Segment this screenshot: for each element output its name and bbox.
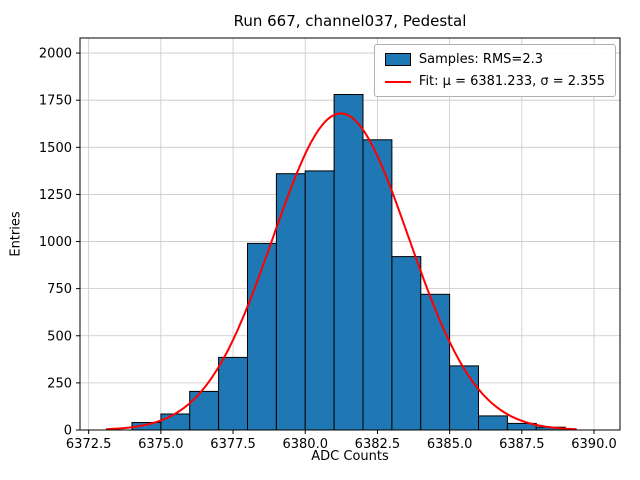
legend: Samples: RMS=2.3 Fit: μ = 6381.233, σ = … — [373, 44, 616, 97]
histogram-bar — [160, 413, 191, 431]
y-tick-label: 1250 — [39, 188, 72, 203]
histogram-bar — [247, 242, 277, 431]
legend-label-samples: Samples: RMS=2.3 — [418, 52, 544, 67]
histogram-bar — [362, 139, 393, 431]
histogram-bar — [478, 415, 508, 431]
x-tick-label: 6390.0 — [571, 437, 617, 452]
legend-entry-fit: Fit: μ = 6381.233, σ = 2.355 — [384, 74, 605, 89]
samples-swatch-icon — [384, 53, 411, 66]
x-tick-label: 6387.5 — [499, 437, 545, 452]
legend-entry-samples: Samples: RMS=2.3 — [384, 52, 605, 67]
x-tick-label: 6380.0 — [282, 437, 328, 452]
y-axis-label: Entries — [8, 211, 24, 257]
y-tick-label: 500 — [47, 329, 72, 344]
y-tick-label: 1750 — [39, 94, 72, 109]
y-tick-label: 2000 — [39, 47, 72, 62]
histogram-bar — [391, 256, 422, 431]
chart-title: Run 667, channel037, Pedestal — [233, 12, 467, 30]
histogram-bar — [275, 173, 306, 431]
histogram-bar — [333, 94, 364, 431]
legend-label-fit: Fit: μ = 6381.233, σ = 2.355 — [418, 74, 605, 89]
histogram-bar — [218, 356, 249, 431]
x-tick-label: 6385.0 — [427, 437, 473, 452]
x-tick-label: 6372.5 — [66, 437, 112, 452]
y-tick-label: 250 — [47, 376, 72, 391]
x-tick-label: 6375.0 — [138, 437, 184, 452]
x-tick-label: 6382.5 — [355, 437, 401, 452]
x-tick-label: 6377.5 — [210, 437, 256, 452]
y-tick-label: 1500 — [39, 141, 72, 156]
x-axis-label: ADC Counts — [311, 449, 389, 464]
histogram-bar — [449, 365, 480, 431]
y-tick-label: 1000 — [39, 235, 72, 250]
histogram-bar — [304, 170, 335, 431]
y-tick-label: 0 — [64, 424, 72, 439]
y-tick-label: 750 — [47, 282, 72, 297]
fit-curve — [105, 112, 577, 431]
histogram-bar — [189, 390, 220, 431]
fit-swatch-icon — [384, 80, 411, 83]
plot-border — [79, 37, 621, 431]
histogram-bar — [420, 293, 451, 431]
